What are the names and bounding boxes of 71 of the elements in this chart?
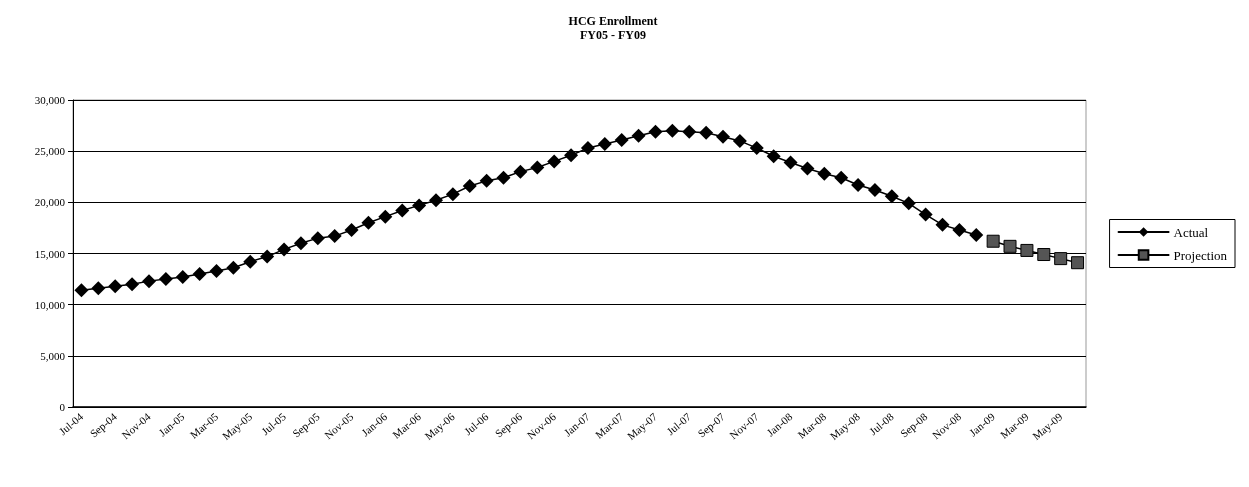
point xyxy=(631,128,646,143)
point xyxy=(530,160,545,175)
point xyxy=(496,170,511,185)
point xyxy=(614,132,629,147)
point xyxy=(479,173,494,188)
point xyxy=(192,266,207,281)
point xyxy=(800,161,815,176)
point xyxy=(277,242,292,257)
point xyxy=(260,249,275,264)
point xyxy=(1071,256,1085,270)
point xyxy=(884,189,899,204)
point xyxy=(462,178,477,193)
point xyxy=(986,234,1000,248)
point xyxy=(91,281,106,296)
legend-label: Actual xyxy=(1173,224,1209,240)
chart-subtitle: FY05 - FY09 xyxy=(580,28,646,42)
point xyxy=(1020,243,1034,257)
point xyxy=(851,177,866,192)
chart-title: HCG Enrollment xyxy=(568,14,658,28)
point xyxy=(564,148,579,163)
point xyxy=(209,263,224,278)
point xyxy=(597,137,612,151)
y-tick-label: 0 xyxy=(59,401,66,413)
point xyxy=(969,228,984,243)
point xyxy=(158,272,173,287)
point xyxy=(293,236,308,251)
point xyxy=(108,279,123,294)
y-tick-label: 25,000 xyxy=(34,145,66,158)
point xyxy=(648,124,663,139)
point xyxy=(344,222,359,237)
legend-label: Projection xyxy=(1173,247,1228,263)
point xyxy=(428,193,443,208)
point xyxy=(141,274,156,289)
point xyxy=(378,209,393,224)
y-tick-label: 30,000 xyxy=(34,94,66,106)
point xyxy=(665,123,680,138)
point xyxy=(74,283,89,298)
point xyxy=(547,154,562,169)
point xyxy=(699,125,714,140)
point xyxy=(716,129,731,144)
point xyxy=(901,196,916,211)
y-tick-label: 15,000 xyxy=(34,247,66,260)
point xyxy=(445,187,460,202)
point xyxy=(749,141,764,156)
point xyxy=(682,124,697,139)
point xyxy=(412,198,427,213)
point xyxy=(580,141,595,156)
point xyxy=(1003,239,1017,253)
point xyxy=(834,170,849,185)
point xyxy=(310,231,325,246)
y-tick-label: 20,000 xyxy=(34,196,66,209)
y-tick-label: 5,000 xyxy=(40,349,66,362)
point xyxy=(952,222,967,237)
point xyxy=(1037,248,1051,262)
point xyxy=(226,260,241,275)
point xyxy=(732,133,747,148)
point xyxy=(175,270,190,285)
y-tick-label: 10,000 xyxy=(34,298,66,311)
point xyxy=(125,277,140,292)
point xyxy=(783,155,798,170)
point xyxy=(766,149,781,164)
point xyxy=(918,207,933,222)
point xyxy=(327,229,342,244)
point xyxy=(513,164,528,179)
point xyxy=(935,217,950,232)
point xyxy=(1054,252,1068,266)
point xyxy=(243,254,258,269)
point xyxy=(361,215,376,230)
point xyxy=(395,203,410,218)
point xyxy=(817,166,832,181)
point xyxy=(867,183,882,198)
